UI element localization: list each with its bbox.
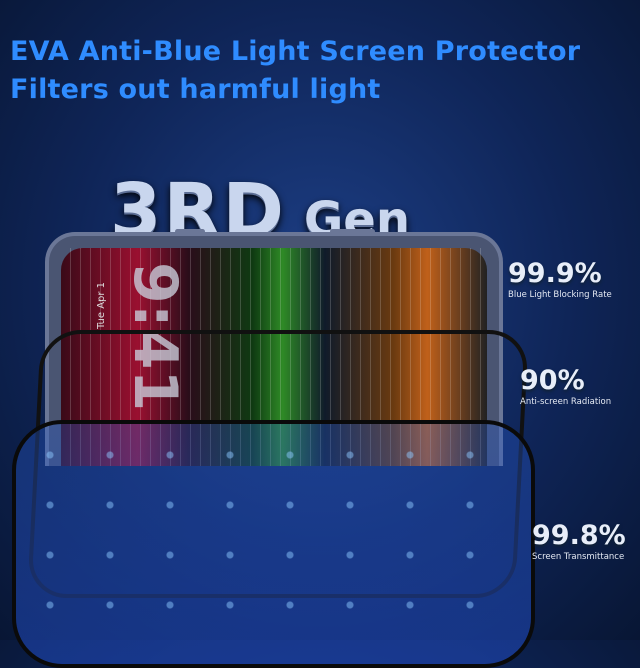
headline-title: EVA Anti-Blue Light Screen Protector	[10, 36, 581, 67]
stat-blue-light: 99.9% Blue Light Blocking Rate	[508, 258, 612, 300]
stat-value: 99.9%	[508, 258, 602, 289]
protector-film-front	[12, 420, 535, 668]
stat-value: 90%	[520, 365, 585, 396]
stat-transmittance: 99.8% Screen Transmittance	[532, 520, 626, 562]
phone-date: Tue Apr 1	[96, 281, 108, 330]
stat-label: Blue Light Blocking Rate	[508, 290, 612, 300]
stat-value: 99.8%	[532, 520, 626, 551]
stat-radiation: 90% Anti-screen Radiation	[520, 365, 611, 407]
phone-button	[330, 229, 375, 234]
stat-label: Screen Transmittance	[532, 552, 625, 562]
headline-subtitle: Filters out harmful light	[10, 74, 381, 105]
stat-label: Anti-screen Radiation	[520, 397, 612, 407]
phone-button	[175, 229, 205, 234]
hexagon-pattern	[20, 430, 520, 630]
